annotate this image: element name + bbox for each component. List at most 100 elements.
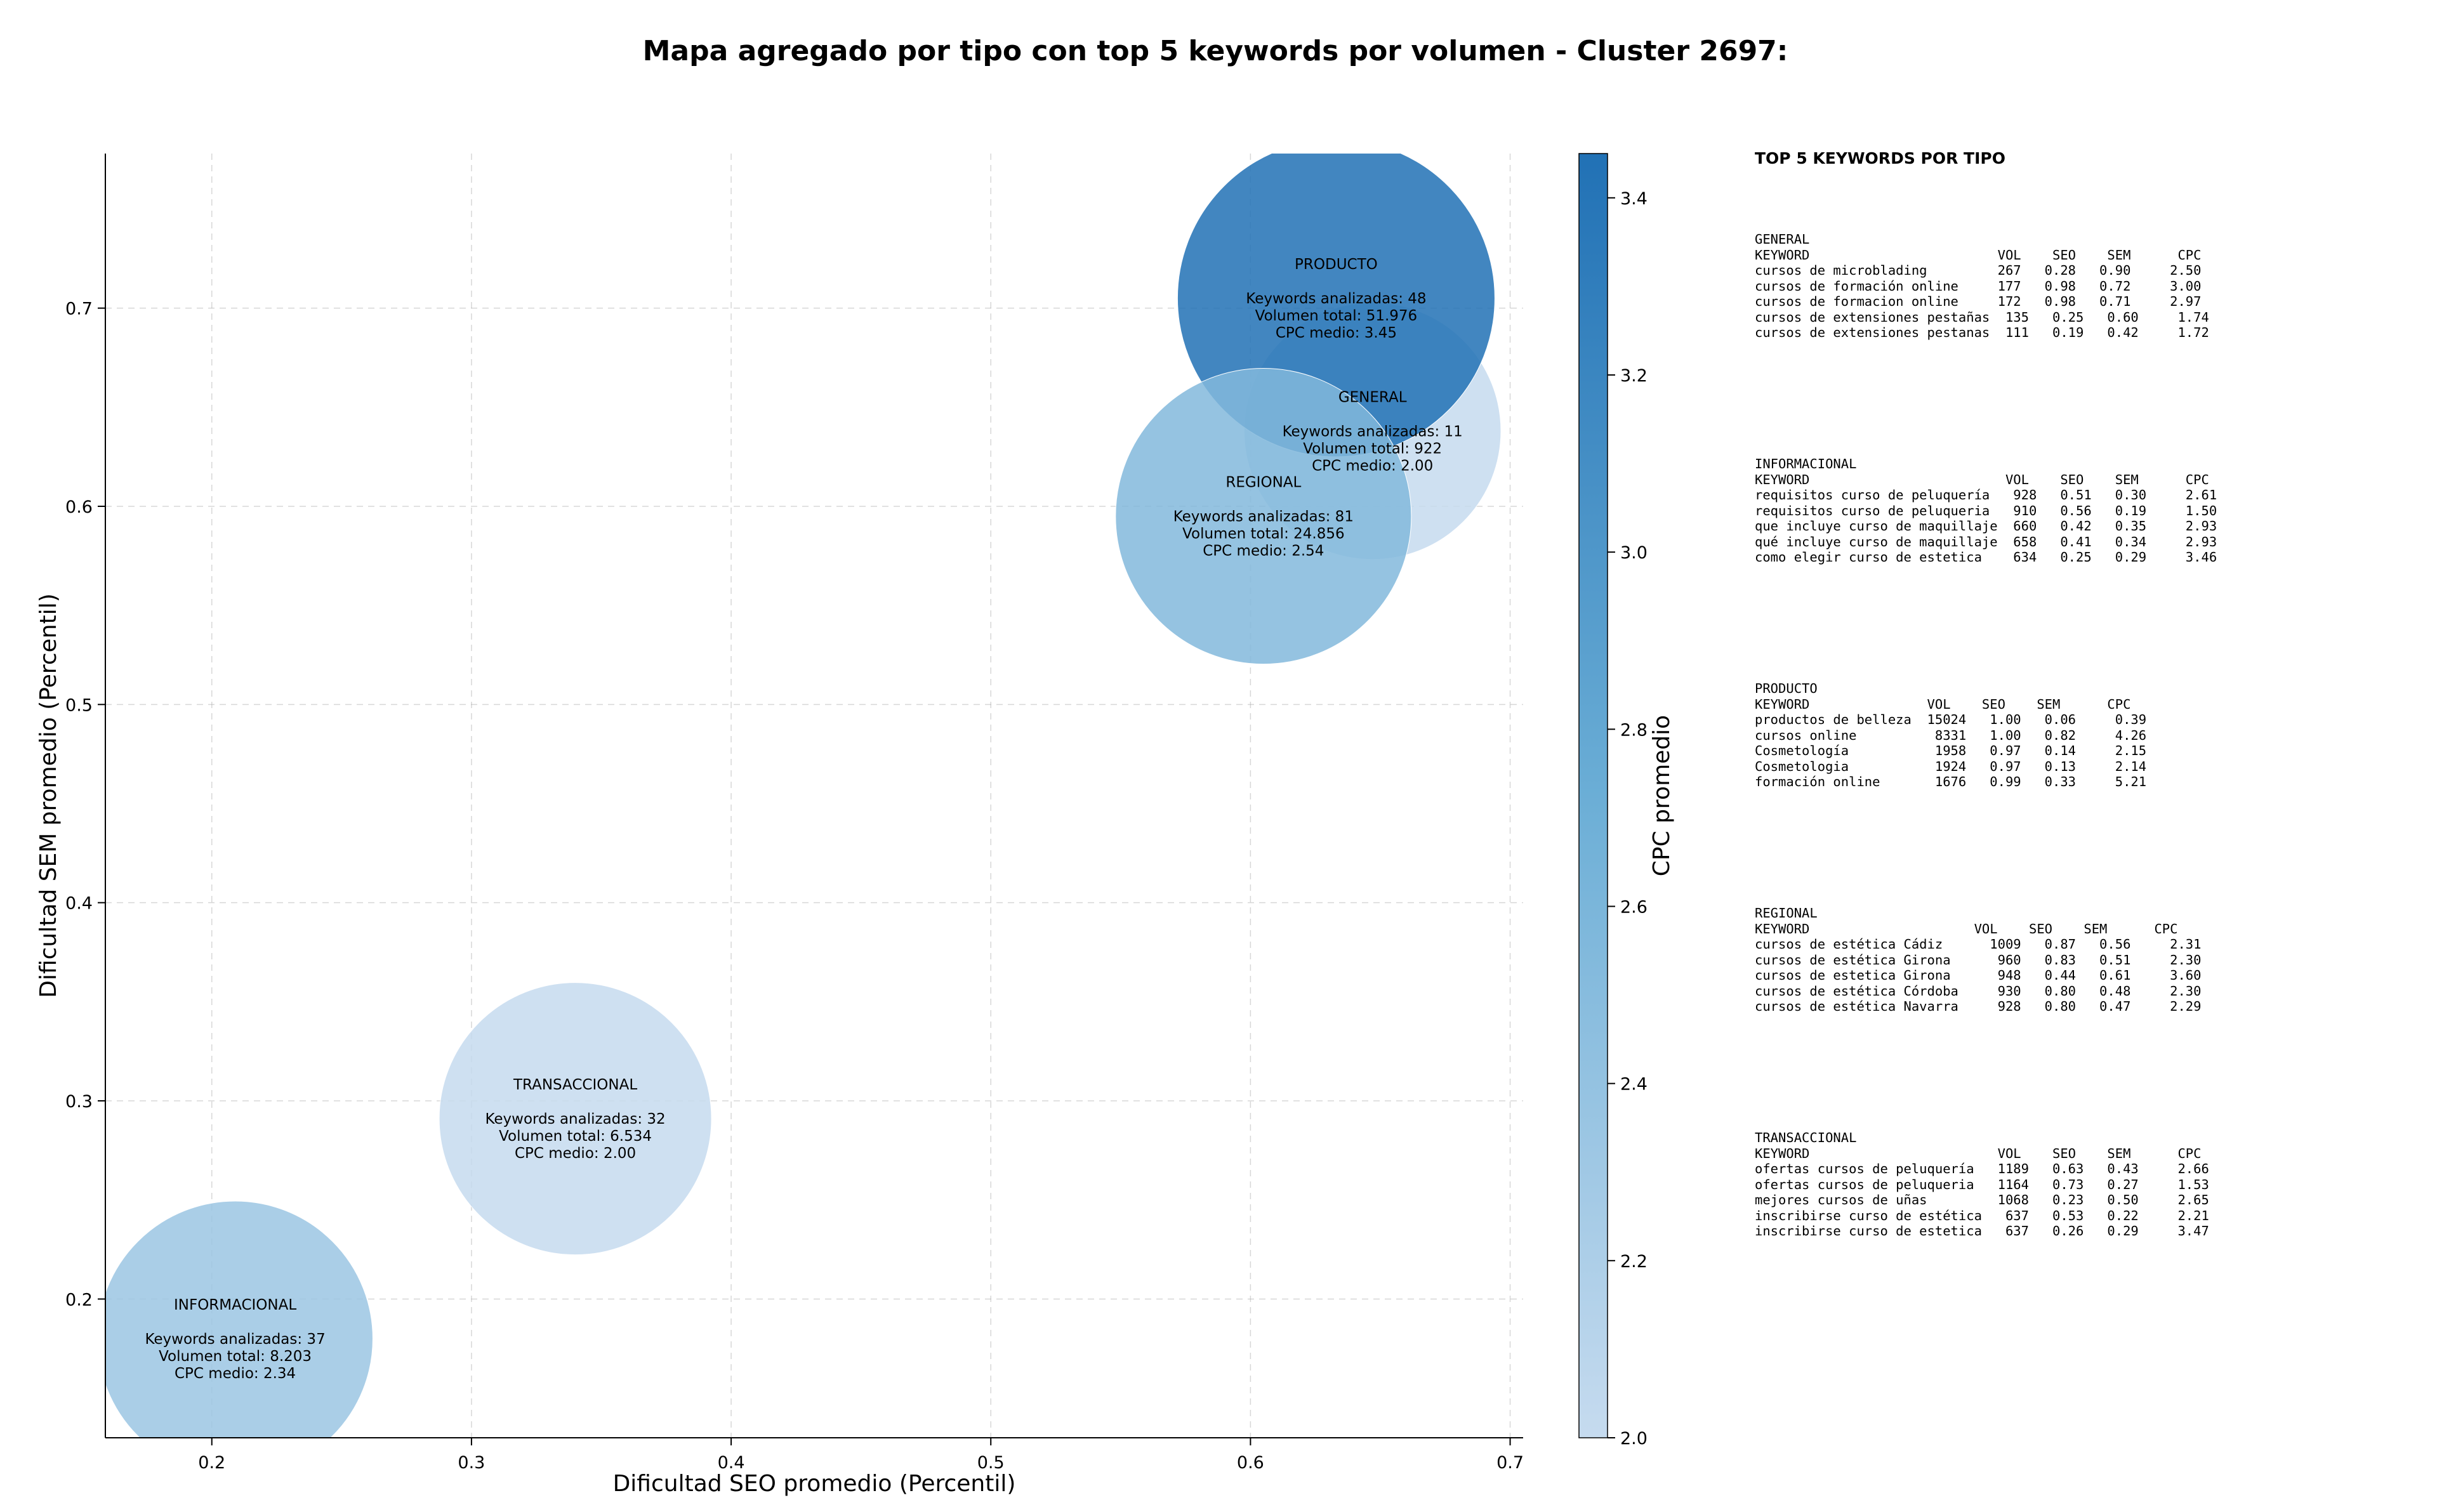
keyword-table-producto: PRODUCTO KEYWORD VOL SEO SEM CPC productos… bbox=[1755, 681, 2427, 905]
keyword-table-row: ofertas cursos de peluquería 1189 0.63 0… bbox=[1755, 1161, 2209, 1176]
keyword-table-row: formación online 1676 0.99 0.33 5.21 bbox=[1755, 774, 2147, 789]
bubble-regional bbox=[1115, 368, 1412, 665]
keyword-table-row: cursos de formacion online 172 0.98 0.71… bbox=[1755, 294, 2202, 309]
keyword-table-row: Cosmetología 1958 0.97 0.14 2.15 bbox=[1755, 743, 2147, 758]
bubble-label-line: Keywords analizadas: 37 bbox=[145, 1331, 325, 1348]
keyword-table-row: cursos de estética Girona 960 0.83 0.51 … bbox=[1755, 952, 2202, 968]
top-keywords-heading: TOP 5 KEYWORDS POR TIPO bbox=[1755, 149, 2005, 168]
keyword-table-header: KEYWORD VOL SEO SEM CPC bbox=[1755, 1145, 2202, 1161]
keyword-table-text: GENERAL KEYWORD VOL SEO SEM CPC cursos de … bbox=[1755, 232, 2427, 341]
bubble-label-line: INFORMACIONAL bbox=[174, 1297, 296, 1313]
y-tick-label: 0.5 bbox=[65, 695, 93, 715]
x-tick-label: 0.5 bbox=[977, 1453, 1005, 1473]
keyword-table-row: cursos online 8331 1.00 0.82 4.26 bbox=[1755, 727, 2147, 743]
keyword-table-title: TRANSACCIONAL bbox=[1755, 1130, 1857, 1145]
bubble-label-line: Keywords analizadas: 32 bbox=[485, 1111, 665, 1127]
bubble-label-line: Volumen total: 922 bbox=[1303, 440, 1442, 457]
keyword-table-title: PRODUCTO bbox=[1755, 681, 1818, 696]
keyword-table-informacional: INFORMACIONAL KEYWORD VOL SEO SEM CPC requ… bbox=[1755, 456, 2427, 681]
x-tick-label: 0.3 bbox=[458, 1453, 485, 1473]
bubble-label-line: CPC medio: 2.54 bbox=[1203, 543, 1324, 560]
bubble-label-line: PRODUCTO bbox=[1295, 256, 1378, 273]
keyword-table-title: INFORMACIONAL bbox=[1755, 456, 1857, 471]
bubble-transaccional bbox=[439, 982, 712, 1256]
keyword-table-title: GENERAL bbox=[1755, 232, 1810, 247]
colorbar-tick-label: 2.8 bbox=[1620, 720, 1648, 740]
x-tick-label: 0.4 bbox=[718, 1453, 745, 1473]
keyword-table-row: requisitos curso de peluqueria 910 0.56 … bbox=[1755, 503, 2217, 518]
colorbar-ticks: 2.0 2.2 2.4 2.6 2.8 3.0 3.2 3.4 bbox=[1608, 189, 1648, 1449]
keyword-table-row: cursos de extensiones pestanas 111 0.19 … bbox=[1755, 325, 2209, 340]
y-axis-ticks: 0.2 0.3 0.4 0.5 0.6 0.7 bbox=[65, 299, 105, 1310]
bubble-informacional bbox=[105, 1200, 373, 1438]
chart-title: Mapa agregado por tipo con top 5 keyword… bbox=[642, 35, 1788, 67]
keyword-table-row: cursos de formación online 177 0.98 0.72… bbox=[1755, 278, 2202, 294]
bubble-label-line: Keywords analizadas: 81 bbox=[1173, 509, 1354, 525]
colorbar-tick-label: 3.4 bbox=[1620, 189, 1648, 209]
keyword-table-row: requisitos curso de peluquería 928 0.51 … bbox=[1755, 487, 2217, 503]
keyword-table-row: cursos de estética Cádiz 1009 0.87 0.56 … bbox=[1755, 937, 2202, 952]
keyword-table-text: PRODUCTO KEYWORD VOL SEO SEM CPC productos… bbox=[1755, 681, 2427, 790]
keyword-table-row: qué incluye curso de maquillaje 658 0.41… bbox=[1755, 534, 2217, 549]
colorbar-tick-label: 2.0 bbox=[1620, 1429, 1648, 1449]
y-tick-label: 0.2 bbox=[65, 1290, 93, 1310]
x-axis-ticks: 0.2 0.3 0.4 0.5 0.6 0.7 bbox=[198, 1438, 1524, 1473]
colorbar-tick-label: 2.2 bbox=[1620, 1252, 1648, 1272]
keyword-table-row: cursos de estética Navarra 928 0.80 0.47… bbox=[1755, 999, 2202, 1014]
keyword-table-general: GENERAL KEYWORD VOL SEO SEM CPC cursos de … bbox=[1755, 232, 2427, 456]
keyword-table-header: KEYWORD VOL SEO SEM CPC bbox=[1755, 696, 2131, 712]
keyword-table-row: Cosmetologia 1924 0.97 0.13 2.14 bbox=[1755, 758, 2147, 774]
colorbar-tick-label: 3.2 bbox=[1620, 366, 1648, 386]
bubble-label-line: CPC medio: 2.00 bbox=[515, 1145, 636, 1162]
bubble-label-line: CPC medio: 2.34 bbox=[175, 1365, 296, 1382]
y-tick-label: 0.7 bbox=[65, 299, 93, 319]
bubble-label-line: GENERAL bbox=[1338, 389, 1407, 405]
keyword-table-text: INFORMACIONAL KEYWORD VOL SEO SEM CPC requ… bbox=[1755, 456, 2427, 565]
keyword-table-row: cursos de estética Córdoba 930 0.80 0.48… bbox=[1755, 983, 2202, 999]
y-tick-label: 0.4 bbox=[65, 894, 93, 914]
keyword-table-row: ofertas cursos de peluqueria 1164 0.73 0… bbox=[1755, 1176, 2209, 1192]
y-tick-label: 0.6 bbox=[65, 497, 93, 517]
keyword-table-regional: REGIONAL KEYWORD VOL SEO SEM CPC cursos de… bbox=[1755, 905, 2427, 1130]
colorbar bbox=[1578, 153, 1608, 1438]
keyword-tables: GENERAL KEYWORD VOL SEO SEM CPC cursos de … bbox=[1755, 232, 2427, 1355]
keyword-table-row: cursos de estetica Girona 948 0.44 0.61 … bbox=[1755, 968, 2202, 983]
bubble-label-line: CPC medio: 3.45 bbox=[1276, 325, 1397, 341]
bubble-label-line: REGIONAL bbox=[1225, 475, 1301, 491]
bubble-label-line: Keywords analizadas: 11 bbox=[1283, 423, 1463, 440]
keyword-table-row: cursos de microblading 267 0.28 0.90 2.5… bbox=[1755, 263, 2202, 278]
keyword-table-row: que incluye curso de maquillaje 660 0.42… bbox=[1755, 518, 2217, 534]
keyword-table-text: REGIONAL KEYWORD VOL SEO SEM CPC cursos de… bbox=[1755, 905, 2427, 1015]
keyword-table-row: inscribirse curso de estetica 637 0.26 0… bbox=[1755, 1223, 2209, 1239]
colorbar-tick-label: 2.4 bbox=[1620, 1075, 1648, 1095]
y-axis-label: Dificultad SEM promedio (Percentil) bbox=[36, 593, 62, 998]
top-keywords-panel: TOP 5 KEYWORDS POR TIPO GENERAL KEYWORD V… bbox=[1755, 149, 2427, 1355]
keyword-table-row: como elegir curso de estetica 634 0.25 0… bbox=[1755, 549, 2217, 565]
bubble-label-transaccional: TRANSACCIONAL Keywords analizadas: 32Volu… bbox=[485, 1077, 665, 1162]
keyword-table-row: inscribirse curso de estética 637 0.53 0… bbox=[1755, 1207, 2209, 1223]
bubble-label-line: TRANSACCIONAL bbox=[513, 1077, 637, 1093]
bubble-label-line: Keywords analizadas: 48 bbox=[1246, 291, 1426, 307]
bubbles bbox=[105, 154, 1502, 1438]
x-axis-label: Dificultad SEO promedio (Percentil) bbox=[613, 1471, 1016, 1497]
bubble-label-line: CPC medio: 2.00 bbox=[1312, 457, 1433, 474]
bubble-label-informacional: INFORMACIONAL Keywords analizadas: 37Volu… bbox=[145, 1297, 325, 1382]
x-tick-label: 0.7 bbox=[1496, 1453, 1524, 1473]
keyword-table-row: productos de belleza 15024 1.00 0.06 0.3… bbox=[1755, 712, 2147, 727]
x-tick-label: 0.6 bbox=[1237, 1453, 1264, 1473]
x-tick-label: 0.2 bbox=[198, 1453, 225, 1473]
bubble-label-line: Volumen total: 6.534 bbox=[499, 1128, 652, 1145]
colorbar-tick-label: 3.0 bbox=[1620, 543, 1648, 563]
keyword-table-transaccional: TRANSACCIONAL KEYWORD VOL SEO SEM CPC ofer… bbox=[1755, 1130, 2427, 1355]
y-tick-label: 0.3 bbox=[65, 1092, 93, 1112]
bubble-label-line: Volumen total: 24.856 bbox=[1182, 526, 1345, 542]
keyword-table-header: KEYWORD VOL SEO SEM CPC bbox=[1755, 921, 2178, 937]
keyword-table-row: mejores cursos de uñas 1068 0.23 0.50 2.… bbox=[1755, 1192, 2209, 1207]
keyword-table-header: KEYWORD VOL SEO SEM CPC bbox=[1755, 471, 2209, 487]
keyword-table-row: cursos de extensiones pestañas 135 0.25 … bbox=[1755, 309, 2209, 325]
colorbar-label: CPC promedio bbox=[1649, 715, 1675, 876]
